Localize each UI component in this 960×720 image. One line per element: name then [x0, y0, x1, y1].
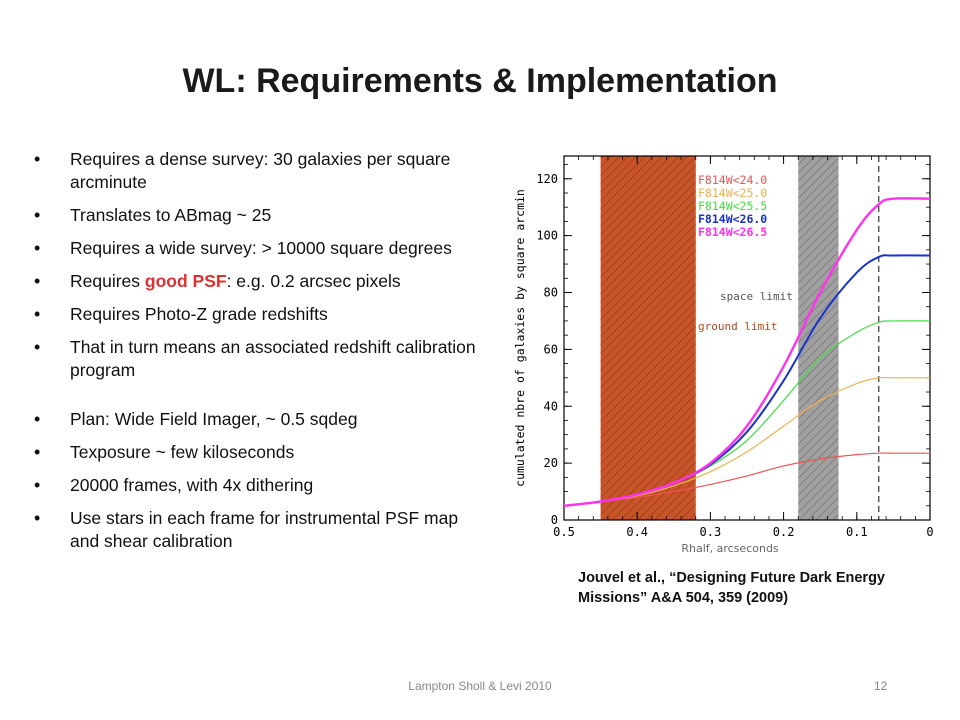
- footer-text: Lampton Sholl & Levi 2010: [408, 679, 552, 693]
- y-tick-label: 120: [536, 172, 558, 186]
- labels-layer: 0.5 0.4 0.3 0.2 0.1 0 0 20 40 60 80 100 120 space lim…: [513, 172, 934, 555]
- band-space: [798, 156, 839, 520]
- bands-layer: [600, 156, 839, 520]
- plot-frame: [563, 155, 931, 521]
- series-line: [563, 452, 930, 507]
- band-label-ground: ground limit: [698, 320, 777, 333]
- x-tick-label: 0.3: [700, 525, 722, 539]
- legend: F814W<24.0F814W<25.0F814W<25.5F814W<26.0…: [698, 173, 767, 239]
- band-ground: [600, 156, 696, 520]
- bullet-item: Requires a dense survey: 30 galaxies per…: [34, 148, 484, 194]
- y-tick-label: 100: [536, 229, 558, 243]
- x-tick-label: 0.2: [773, 525, 795, 539]
- legend-entry: F814W<26.0: [698, 212, 767, 226]
- x-tick-label: 0: [926, 525, 933, 539]
- bullet-item: Texposure ~ few kiloseconds: [34, 441, 484, 464]
- legend-entry: F814W<25.0: [698, 186, 767, 200]
- bullet-item-psf: Requires good PSF: e.g. 0.2 arcsec pixel…: [34, 270, 484, 293]
- bullet-item: That in turn means an associated redshif…: [34, 336, 484, 382]
- bullet-item: Requires Photo-Z grade redshifts: [34, 303, 484, 326]
- series-line: [563, 376, 930, 507]
- chart-svg: F814W<24.0F814W<25.0F814W<25.5F814W<26.0…: [513, 155, 934, 555]
- bullet-item: Translates to ABmag ~ 25: [34, 204, 484, 227]
- chart-caption: Jouvel et al., “Designing Future Dark En…: [578, 570, 885, 606]
- bullet-highlight: good PSF: [144, 271, 227, 291]
- legend-entry: F814W<24.0: [698, 173, 767, 187]
- y-tick-label: 0: [551, 513, 558, 527]
- y-tick-label: 80: [544, 286, 558, 300]
- bullet-text-post: : e.g. 0.2 arcsec pixels: [226, 271, 401, 291]
- bullet-item: 20000 frames, with 4x dithering: [34, 474, 484, 497]
- axis-layer: [563, 155, 931, 521]
- y-tick-label: 20: [544, 456, 558, 470]
- slide-number: 12: [874, 679, 888, 693]
- y-tick-label: 60: [544, 342, 558, 356]
- x-tick-label: 0.4: [626, 525, 648, 539]
- legend-entry: F814W<26.5: [698, 225, 767, 239]
- page-title: WL: Requirements & Implementation: [182, 62, 778, 100]
- x-tick-label: 0.1: [846, 525, 868, 539]
- band-label-space: space limit: [720, 290, 793, 303]
- bullet-item: Requires a wide survey: > 10000 square d…: [34, 237, 484, 260]
- series-line: [563, 197, 931, 507]
- bullet-item: Plan: Wide Field Imager, ~ 0.5 sqdeg: [34, 408, 484, 431]
- legend-entry: F814W<25.5: [698, 199, 767, 213]
- bullet-item: Use stars in each frame for instrumental…: [34, 507, 484, 553]
- y-tick-label: 40: [544, 399, 558, 413]
- x-tick-label: 0.5: [553, 525, 575, 539]
- x-axis-label: Rhalf, arcseconds: [681, 542, 779, 555]
- bullet-list: Requires a dense survey: 30 galaxies per…: [34, 148, 484, 563]
- bullet-text-pre: Requires: [70, 271, 145, 291]
- series-layer: [563, 197, 931, 507]
- y-axis-label: cumulated nbre of galaxies by square arc…: [513, 189, 527, 487]
- chart: F814W<24.0 F814W<25.0 F814W<25.5 F814W<26.0…: [508, 140, 948, 560]
